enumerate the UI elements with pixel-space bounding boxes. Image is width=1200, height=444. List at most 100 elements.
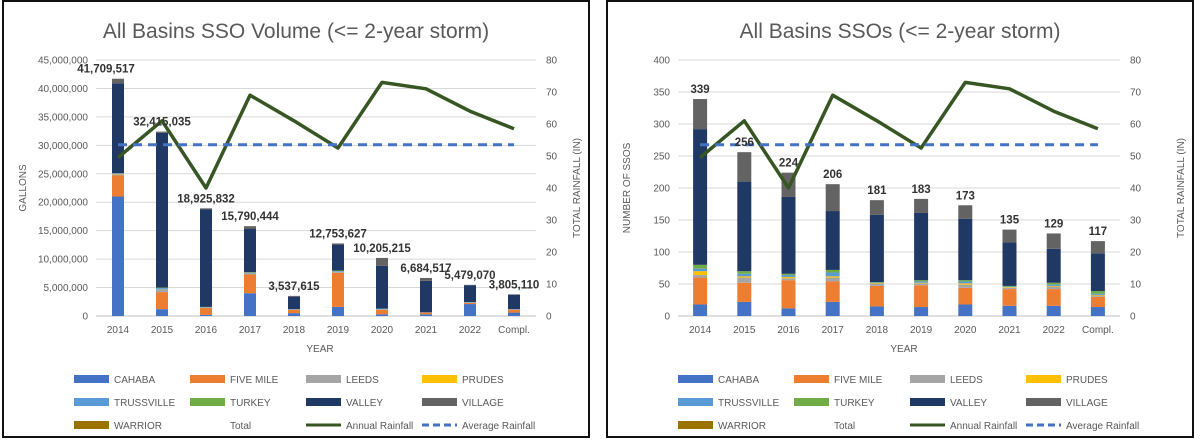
- bar-segment-five-mile: [737, 282, 752, 302]
- bar-segment-valley: [200, 209, 212, 307]
- bar-segment-trussville: [869, 282, 884, 284]
- bar-segment-five-mile: [156, 292, 168, 310]
- bar-segment-five-mile: [420, 312, 432, 315]
- bar-segment-village: [1090, 241, 1105, 254]
- x-tick-label: 2022: [459, 325, 482, 336]
- legend-cahaba-swatch: [74, 375, 109, 383]
- bar-segment-village: [464, 284, 476, 286]
- total-data-label: 5,479,070: [444, 270, 495, 282]
- x-tick-label: 2015: [733, 325, 756, 336]
- bar-segment-valley: [1002, 242, 1017, 286]
- bar-segment-trussville: [693, 268, 708, 272]
- bar-segment-village: [200, 208, 212, 210]
- bar-segment-five-mile: [200, 308, 212, 315]
- bar-segment-five-mile: [869, 285, 884, 307]
- legend-village-swatch: [1026, 398, 1061, 406]
- bar-segment-cahaba: [958, 304, 973, 316]
- bar-segment-valley: [958, 218, 973, 281]
- y2-tick-label: 20: [1130, 248, 1142, 259]
- bar-segment-cahaba: [1090, 307, 1105, 316]
- y2-tick-label: 30: [546, 216, 558, 227]
- bar-segment-prudes: [737, 276, 752, 278]
- bar-segment-five-mile: [288, 309, 300, 314]
- bar-segment-village: [958, 205, 973, 219]
- bar-segment-turkey: [958, 280, 973, 282]
- y-tick-label: 250: [653, 152, 670, 163]
- bar-segment-five-mile: [1046, 289, 1061, 306]
- x-tick-label: 2014: [689, 325, 712, 336]
- y2-tick-label: 60: [546, 120, 558, 131]
- bar-segment-leeds: [737, 277, 752, 283]
- bar-segment-village: [737, 152, 752, 182]
- legend-village-label: VILLAGE: [1066, 398, 1108, 409]
- bar-segment-leeds: [200, 307, 212, 309]
- bar-segment-trussville: [1046, 284, 1061, 286]
- legend-cahaba-label: CAHABA: [114, 375, 155, 386]
- bar-segment-turkey: [1090, 291, 1105, 294]
- bar-segment-valley: [737, 181, 752, 272]
- volume-chart-panel: All Basins SSO Volume (<= 2-year storm) …: [2, 0, 590, 438]
- x-tick-label: 2015: [151, 325, 174, 336]
- bar-segment-valley: [244, 229, 256, 273]
- legend-turkey-label: TURKEY: [834, 398, 875, 409]
- bar-segment-village: [156, 131, 168, 133]
- total-data-label: 173: [956, 190, 975, 202]
- legend-turkey-swatch: [794, 398, 829, 406]
- x-tick-label: 2017: [239, 325, 262, 336]
- legend-prudes-swatch: [422, 375, 457, 383]
- bar-segment-five-mile: [112, 175, 124, 197]
- bar-segment-prudes: [693, 271, 708, 276]
- bar-segment-cahaba: [200, 314, 212, 316]
- bar-segment-valley: [508, 294, 520, 310]
- bar-segment-village: [914, 198, 929, 213]
- bar-segment-leeds: [332, 271, 344, 273]
- bar-segment-turkey: [781, 273, 796, 276]
- total-data-label: 129: [1044, 218, 1063, 230]
- secondary-y-axis-title: TOTAL RAINFALL (IN): [1176, 138, 1187, 238]
- bar-segment-turkey: [156, 287, 168, 289]
- y2-tick-label: 60: [1130, 120, 1142, 131]
- y-tick-label: 150: [653, 216, 670, 227]
- legend-valley-label: VALLEY: [950, 398, 987, 409]
- total-data-label: 6,684,517: [400, 263, 451, 275]
- bar-segment-leeds: [376, 309, 388, 310]
- x-tick-label: 2014: [107, 325, 130, 336]
- legend-five-mile-swatch: [190, 375, 225, 383]
- y-tick-label: 20,000,000: [38, 198, 88, 209]
- x-tick-label: 2018: [866, 325, 889, 336]
- volume-chart: All Basins SSO Volume (<= 2-year storm) …: [18, 20, 583, 432]
- bar-segment-cahaba: [737, 301, 752, 316]
- bar-segment-trussville: [958, 281, 973, 284]
- bar-segment-valley: [781, 196, 796, 274]
- legend-average-rainfall-label: Average Rainfall: [1066, 421, 1139, 432]
- bar-segment-leeds: [693, 275, 708, 278]
- bar-segment-cahaba: [156, 309, 168, 316]
- bar-segment-prudes: [825, 276, 840, 278]
- total-data-label: 206: [823, 169, 842, 181]
- total-data-label: 224: [779, 158, 799, 170]
- bar-segment-turkey: [693, 264, 708, 269]
- total-data-label: 3,805,110: [489, 279, 540, 291]
- legend-average-rainfall-label: Average Rainfall: [462, 421, 535, 432]
- bar-segment-valley: [288, 296, 300, 310]
- y2-tick-label: 70: [1130, 88, 1142, 99]
- bar-segment-cahaba: [869, 306, 884, 316]
- y2-tick-label: 70: [546, 88, 558, 99]
- x-tick-label: 2019: [910, 325, 933, 336]
- count-chart-panel: All Basins SSOs (<= 2-year storm) YEAR N…: [606, 0, 1194, 438]
- bar-segment-five-mile: [332, 272, 344, 307]
- bar-segment-trussville: [825, 272, 840, 277]
- chart-title: All Basins SSO Volume (<= 2-year storm): [103, 20, 489, 43]
- bar-segment-leeds: [1002, 287, 1017, 290]
- legend-trussville-swatch: [678, 398, 713, 406]
- y2-tick-label: 30: [1130, 216, 1142, 227]
- bar-segment-trussville: [737, 273, 752, 277]
- total-data-label: 12,753,627: [309, 228, 367, 240]
- y-tick-label: 25,000,000: [38, 169, 88, 180]
- bar-segment-cahaba: [420, 314, 432, 316]
- y-axis-title: GALLONS: [18, 164, 29, 212]
- legend-leeds-swatch: [306, 375, 341, 383]
- bar-segment-trussville: [781, 275, 796, 277]
- bar-segment-turkey: [869, 282, 884, 283]
- legend-five-mile-swatch: [794, 375, 829, 383]
